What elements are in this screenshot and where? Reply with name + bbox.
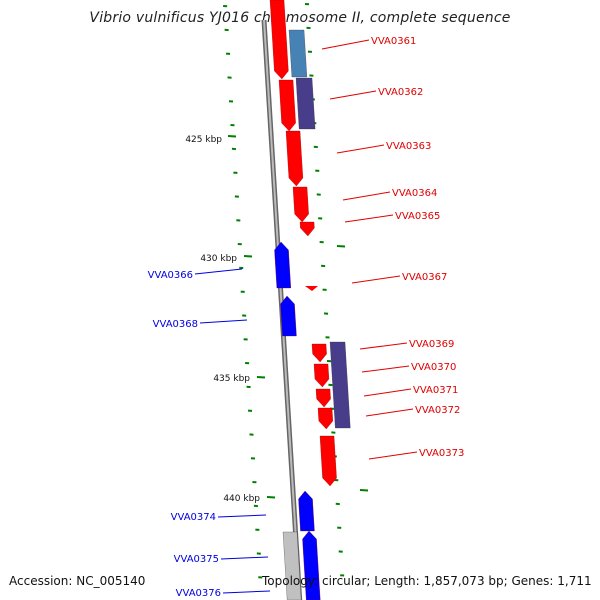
tick-mark (359, 489, 369, 492)
gene-arrow (302, 530, 321, 600)
map-title: Vibrio vulnificus YJ016 chromosome II, c… (89, 10, 511, 26)
leader-line (217, 514, 267, 518)
leader-line (368, 451, 418, 460)
scale-tick (266, 496, 276, 499)
gene-label[interactable]: VVA0367 (402, 272, 447, 283)
scale-label-435: 435 kbp (213, 374, 250, 384)
gene-arrow (274, 241, 291, 289)
gene-arrow (280, 295, 297, 337)
gene-arrow (278, 79, 296, 132)
leader-line (359, 342, 408, 350)
leader-line (365, 408, 414, 417)
leader-line (342, 191, 391, 201)
gene-arrow (313, 363, 330, 388)
gene-arrow (319, 435, 337, 487)
leader-line (344, 214, 394, 223)
scale-tick (256, 376, 266, 379)
tick-mark (336, 245, 346, 248)
gene-label[interactable]: VVA0365 (395, 211, 440, 222)
cog-bar (329, 341, 351, 429)
gene-arrow (317, 407, 333, 430)
gene-arrow (305, 286, 318, 291)
gene-label[interactable]: VVA0368 (153, 319, 198, 330)
leader-line (194, 268, 243, 275)
gene-arrow (292, 186, 309, 223)
leader-line (336, 144, 385, 154)
gene-arrows (269, 0, 337, 600)
gene-label[interactable]: VVA0369 (409, 339, 454, 350)
scale-label-430: 430 kbp (200, 254, 237, 264)
gene-label[interactable]: VVA0374 (171, 512, 216, 523)
scale-label-425: 425 kbp (185, 135, 222, 145)
cog-bars (282, 29, 351, 600)
gene-label[interactable]: VVA0373 (419, 448, 464, 459)
gene-arrow (315, 388, 331, 408)
gene-arrow (299, 221, 315, 237)
leader-line (329, 90, 377, 100)
leader-line (351, 275, 401, 284)
cog-bar (295, 77, 316, 130)
leader-line (222, 590, 271, 594)
gene-label[interactable]: VVA0363 (386, 141, 431, 152)
gene-arrow (311, 343, 327, 363)
gene-label[interactable]: VVA0372 (415, 405, 460, 416)
gene-label[interactable]: VVA0366 (148, 270, 193, 281)
gene-label[interactable]: VVA0370 (411, 362, 456, 373)
scale-label-440: 440 kbp (223, 494, 260, 504)
leader-line (361, 365, 410, 373)
gene-label[interactable]: VVA0364 (392, 188, 437, 199)
label-leaders (194, 39, 418, 594)
gene-label[interactable]: VVA0376 (176, 588, 221, 599)
gene-arrow (298, 490, 315, 532)
scale-tick (227, 135, 237, 138)
cog-bar (282, 531, 302, 600)
cog-bar (288, 29, 308, 78)
gene-label[interactable]: VVA0362 (378, 87, 423, 98)
leader-line (363, 388, 412, 397)
gene-arrow (285, 130, 304, 187)
tick-marks (223, 3, 369, 579)
topology-text: Topology: circular; Length: 1,857,073 bp… (262, 574, 592, 588)
leader-line (199, 319, 248, 324)
scale-tick (243, 255, 253, 258)
gene-label[interactable]: VVA0375 (174, 554, 219, 565)
gene-label[interactable]: VVA0371 (413, 385, 458, 396)
gene-arrow (269, 0, 289, 80)
leader-line (321, 39, 370, 50)
leader-line (220, 556, 269, 560)
accession-text: Accession: NC_005140 (9, 574, 146, 588)
gene-label[interactable]: VVA0361 (371, 36, 416, 47)
